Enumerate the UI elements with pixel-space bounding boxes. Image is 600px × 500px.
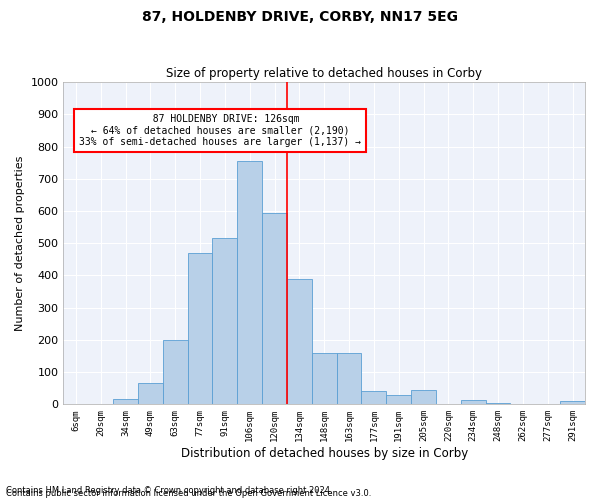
X-axis label: Distribution of detached houses by size in Corby: Distribution of detached houses by size … <box>181 447 468 460</box>
Bar <box>287 278 312 404</box>
Bar <box>163 340 188 404</box>
Bar <box>212 238 237 404</box>
Title: Size of property relative to detached houses in Corby: Size of property relative to detached ho… <box>166 66 482 80</box>
Y-axis label: Number of detached properties: Number of detached properties <box>15 156 25 331</box>
Bar <box>461 400 485 404</box>
Bar <box>262 212 287 404</box>
Bar <box>361 391 386 404</box>
Bar <box>237 161 262 404</box>
Bar <box>337 353 361 405</box>
Bar <box>560 401 585 404</box>
Bar <box>312 353 337 405</box>
Bar <box>411 390 436 404</box>
Bar <box>188 253 212 404</box>
Text: Contains public sector information licensed under the Open Government Licence v3: Contains public sector information licen… <box>6 488 371 498</box>
Text: 87 HOLDENBY DRIVE: 126sqm
← 64% of detached houses are smaller (2,190)
33% of se: 87 HOLDENBY DRIVE: 126sqm ← 64% of detac… <box>79 114 361 148</box>
Text: Contains HM Land Registry data © Crown copyright and database right 2024.: Contains HM Land Registry data © Crown c… <box>6 486 332 495</box>
Text: 87, HOLDENBY DRIVE, CORBY, NN17 5EG: 87, HOLDENBY DRIVE, CORBY, NN17 5EG <box>142 10 458 24</box>
Bar <box>386 396 411 404</box>
Bar <box>138 384 163 404</box>
Bar <box>113 400 138 404</box>
